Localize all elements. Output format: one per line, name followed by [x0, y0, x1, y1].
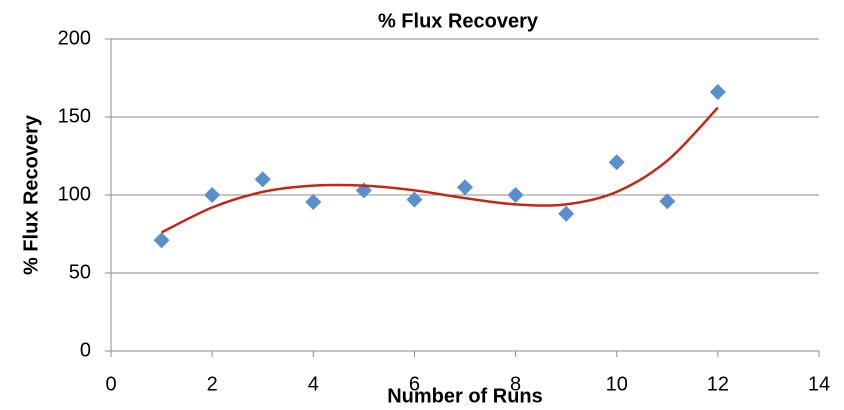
x-tick-label: 10: [606, 373, 628, 395]
point: [608, 154, 625, 171]
point: [305, 194, 322, 211]
point: [406, 191, 423, 208]
x-tick-label: 14: [808, 373, 830, 395]
y-tick-label: 50: [69, 261, 91, 283]
point: [659, 193, 676, 210]
y-tick-label: 150: [58, 105, 91, 127]
point: [507, 187, 524, 203]
y-tick-label: 100: [58, 183, 91, 205]
point: [153, 232, 170, 249]
x-axis-label: Number of Runs: [387, 385, 543, 407]
x-tick-label: 2: [207, 373, 218, 395]
x-tick-label: 8: [510, 373, 521, 395]
trendline: [161, 106, 719, 234]
point: [558, 205, 575, 222]
point: [204, 187, 221, 203]
x-tick-label: 12: [707, 373, 729, 395]
x-tick-label: 6: [409, 373, 420, 395]
point: [457, 179, 473, 196]
chart-title: % Flux Recovery: [378, 10, 539, 32]
y-tick-label: 0: [80, 339, 91, 361]
y-axis-label: % Flux Recovery: [20, 114, 42, 275]
x-tick-label: 0: [105, 373, 116, 395]
x-tick-label: 4: [308, 373, 319, 395]
y-tick-label: 200: [58, 27, 91, 49]
point: [709, 84, 726, 101]
point: [254, 171, 271, 188]
